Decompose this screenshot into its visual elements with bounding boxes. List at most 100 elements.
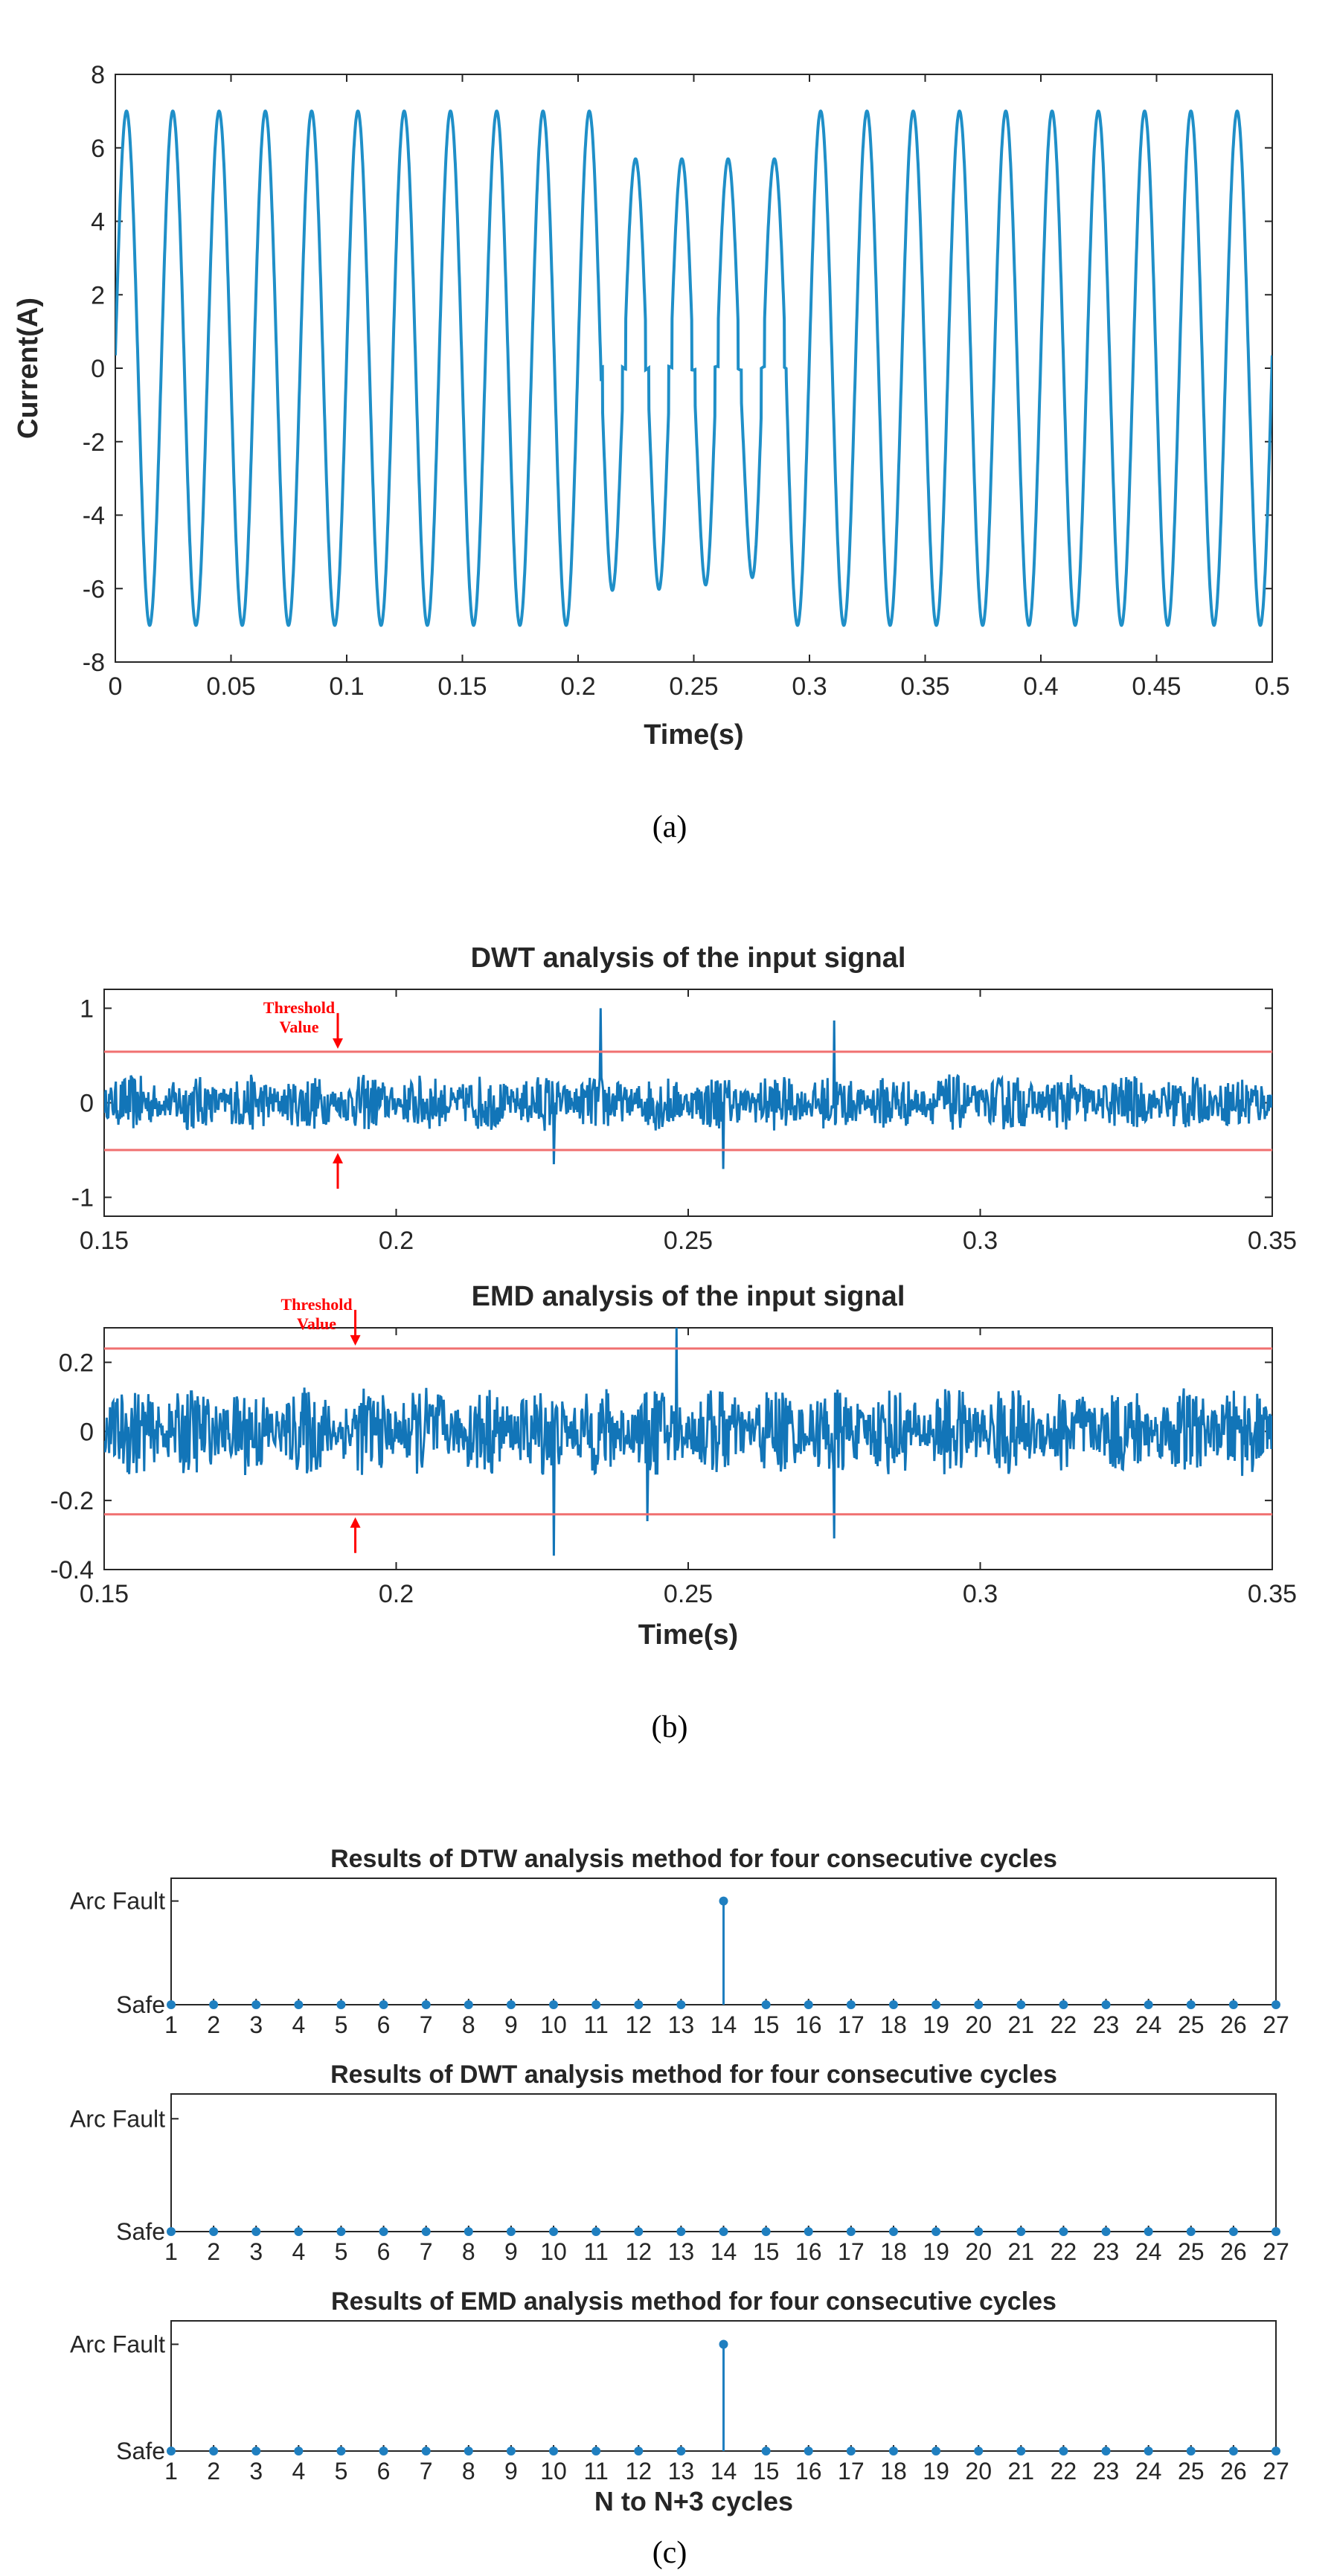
x-tick-label: 0 (109, 672, 123, 701)
stem-marker (1144, 2000, 1153, 2009)
x-tick-label: 16 (795, 2458, 822, 2485)
y-tick-label: -0.2 (50, 1487, 94, 1515)
x-axis-label: Time(s) (644, 719, 743, 751)
y-tick-label-safe: Safe (116, 1991, 165, 2018)
stem-marker (209, 2227, 219, 2236)
x-tick-label: 16 (795, 2011, 822, 2038)
stem-marker (294, 2000, 304, 2009)
x-tick-label: 0.2 (379, 1580, 414, 1608)
x-tick-label: 15 (753, 2238, 780, 2265)
stem-marker (719, 2227, 728, 2236)
x-tick-label: 0.3 (963, 1227, 998, 1255)
stem-marker (676, 2447, 686, 2455)
x-tick-label: 25 (1178, 2458, 1205, 2485)
x-tick-label: 20 (965, 2011, 992, 2038)
x-tick-label: 27 (1263, 2238, 1289, 2265)
stem-marker (804, 2447, 813, 2455)
threshold-arrowhead-down (350, 1334, 361, 1346)
stem-marker (209, 2447, 219, 2455)
threshold-arrowhead-down (333, 1038, 343, 1049)
stem-marker (931, 2227, 941, 2236)
stem-marker (1186, 2447, 1196, 2455)
stem-marker (1101, 2447, 1111, 2455)
x-tick-label: 15 (753, 2458, 780, 2485)
stem-marker (804, 2000, 813, 2009)
x-tick-label: 14 (711, 2238, 737, 2265)
stem-marker (888, 2227, 898, 2236)
y-tick-label: -4 (83, 502, 105, 530)
chart-c2-frame (170, 2093, 1277, 2232)
stem-marker (1059, 2000, 1068, 2009)
chart-a: 0 0.05 0.1 0.15 0.2 0.25 0.3 0.35 0.4 0.45 0.5 -8 -6… (13, 61, 1290, 844)
x-tick-label: 21 (1008, 2011, 1035, 2038)
chart-b2: 0.15 0.2 0.25 0.3 0.35 -0.4 -0.2 0 0.2 EMD analys… (50, 1281, 1297, 1744)
x-tick-label: 0.3 (963, 1580, 998, 1608)
x-tick-label: 25 (1178, 2011, 1205, 2038)
x-tick-label: 13 (668, 2238, 695, 2265)
threshold-annotation-line2: Value (297, 1314, 336, 1333)
x-tick-label: 18 (880, 2011, 907, 2038)
x-tick-label: 1 (164, 2458, 178, 2485)
stem-marker (209, 2000, 219, 2009)
y-tick-label: 0.2 (59, 1349, 94, 1377)
x-tick-label: 14 (711, 2458, 737, 2485)
decomposition-signal (104, 1008, 1272, 1169)
x-tick-label: 7 (420, 2238, 433, 2265)
stem-marker (676, 2227, 686, 2236)
x-tick-label: 10 (540, 2238, 567, 2265)
stem-marker (549, 2227, 559, 2236)
x-tick-label: 0.15 (80, 1227, 129, 1255)
stem-marker (294, 2447, 304, 2455)
chart-c2: Results of DWT analysis method for four … (70, 2061, 1289, 2265)
y-tick-label: 8 (91, 61, 105, 89)
stem-marker (167, 2000, 176, 2009)
stem-marker (336, 2000, 346, 2009)
threshold-arrowhead-up (333, 1153, 343, 1164)
x-tick-label: 5 (335, 2011, 348, 2038)
x-tick-label: 0.35 (1248, 1580, 1297, 1608)
stem-marker (1228, 2447, 1238, 2455)
stem-marker (676, 2000, 686, 2009)
x-axis-label: N to N+3 cycles (594, 2486, 793, 2516)
x-tick-label: 12 (625, 2458, 652, 2485)
x-tick-label: 16 (795, 2238, 822, 2265)
y-tick-label: 4 (91, 208, 105, 237)
x-tick-label: 19 (923, 2011, 949, 2038)
chart-title: EMD analysis of the input signal (472, 1281, 905, 1312)
x-tick-label: 18 (880, 2238, 907, 2265)
x-tick-label: 24 (1135, 2238, 1162, 2265)
x-tick-label: 2 (207, 2238, 220, 2265)
x-tick-label: 24 (1135, 2458, 1162, 2485)
stem-marker (294, 2227, 304, 2236)
threshold-annotation-line2: Value (280, 1018, 319, 1036)
x-tick-label: 6 (377, 2238, 391, 2265)
x-tick-label: 8 (462, 2458, 475, 2485)
stem-marker (974, 2447, 984, 2455)
figure-caption: (c) (652, 2536, 687, 2570)
chart-c3: Results of EMD analysis method for four … (70, 2287, 1289, 2570)
stem-marker (251, 2447, 261, 2455)
stem-marker (1272, 2227, 1280, 2236)
stem-marker (549, 2000, 559, 2009)
current-waveform (115, 109, 1272, 627)
x-tick-label: 2 (207, 2011, 220, 2038)
x-tick-label: 26 (1220, 2238, 1247, 2265)
stem-marker (464, 2227, 473, 2236)
x-tick-label: 13 (668, 2458, 695, 2485)
stem-marker (1144, 2447, 1153, 2455)
y-tick-label: -0.4 (50, 1556, 94, 1584)
stem-marker (549, 2447, 559, 2455)
x-tick-label: 20 (965, 2238, 992, 2265)
stem-marker (888, 2000, 898, 2009)
stem-marker (719, 2339, 728, 2349)
x-tick-label: 0.1 (329, 672, 364, 701)
x-tick-label: 19 (923, 2458, 949, 2485)
x-tick-label: 7 (420, 2011, 433, 2038)
x-tick-label: 0.35 (900, 672, 949, 701)
chart-b1: 0.15 0.2 0.25 0.3 0.35 -1 0 1 DWT analysis of th… (71, 942, 1297, 1255)
stem-marker (719, 1896, 728, 1906)
stem-marker (167, 2227, 176, 2236)
stem-marker (1059, 2227, 1068, 2236)
stem-marker (974, 2227, 984, 2236)
